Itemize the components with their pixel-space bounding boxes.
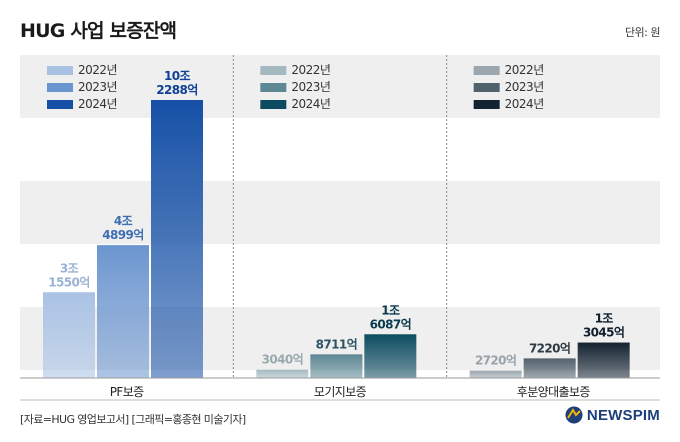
newspim-logo: NEWSPIM xyxy=(565,406,660,424)
legend-label: 2024년 xyxy=(291,97,330,111)
data-label: 3조 xyxy=(60,261,79,275)
unit-label: 단위: 원 xyxy=(624,26,661,39)
legend-swatch xyxy=(473,100,500,109)
data-label: 1조 xyxy=(381,303,400,317)
source-note: [자료=HUG 영업보고서] [그래픽=홍종현 미술기자] xyxy=(20,413,246,426)
legend-label: 2022년 xyxy=(505,63,544,77)
bar-2022년-PF보증 xyxy=(43,292,95,378)
data-label: 4899억 xyxy=(102,228,143,242)
page-title: HUG 사업 보증잔액 xyxy=(20,20,177,42)
bar-2023년-PF보증 xyxy=(97,245,149,378)
bar-2024년-모기지보증 xyxy=(364,334,417,378)
legend-swatch xyxy=(47,100,73,109)
category-label: 모기지보증 xyxy=(314,385,367,399)
legend-swatch xyxy=(47,66,73,75)
legend-swatch xyxy=(260,66,287,75)
legend-swatch xyxy=(473,66,500,75)
legend-swatch xyxy=(47,83,73,92)
legend-label: 2023년 xyxy=(78,80,117,94)
newspim-logo-icon xyxy=(565,406,583,424)
bar-2024년-PF보증 xyxy=(151,100,203,378)
legend-label: 2023년 xyxy=(291,80,330,94)
data-label: 4조 xyxy=(114,214,133,228)
legend-swatch xyxy=(473,83,500,92)
data-label: 3045억 xyxy=(583,326,624,340)
category-label: PF보증 xyxy=(110,385,144,399)
category-label: 후분양대출보증 xyxy=(517,385,591,399)
legend-label: 2024년 xyxy=(505,97,544,111)
data-label: 1조 xyxy=(595,312,614,326)
bar-2022년-모기지보증 xyxy=(256,369,309,378)
data-label: 2720억 xyxy=(475,354,516,368)
data-label: 2288억 xyxy=(156,83,197,97)
data-label: 3040억 xyxy=(262,353,303,367)
grid-band xyxy=(20,55,660,118)
legend-label: 2024년 xyxy=(78,97,117,111)
legend-label: 2022년 xyxy=(291,63,330,77)
legend-swatch xyxy=(260,100,287,109)
data-label: 10조 xyxy=(164,69,190,83)
grid-band xyxy=(20,181,660,244)
data-label: 7220억 xyxy=(529,341,570,355)
legend-label: 2022년 xyxy=(78,63,117,77)
logo-text: NEWSPIM xyxy=(586,406,660,424)
data-label: 1550억 xyxy=(48,275,89,289)
data-label: 6087억 xyxy=(370,317,411,331)
legend-label: 2023년 xyxy=(505,80,544,94)
legend-swatch xyxy=(260,83,287,92)
bar-2024년-후분양대출보증 xyxy=(577,342,630,378)
data-label: 8711억 xyxy=(316,337,357,351)
bar-2023년-모기지보증 xyxy=(310,354,363,378)
bar-2023년-후분양대출보증 xyxy=(523,358,576,378)
bar-2022년-후분양대출보증 xyxy=(469,370,522,378)
